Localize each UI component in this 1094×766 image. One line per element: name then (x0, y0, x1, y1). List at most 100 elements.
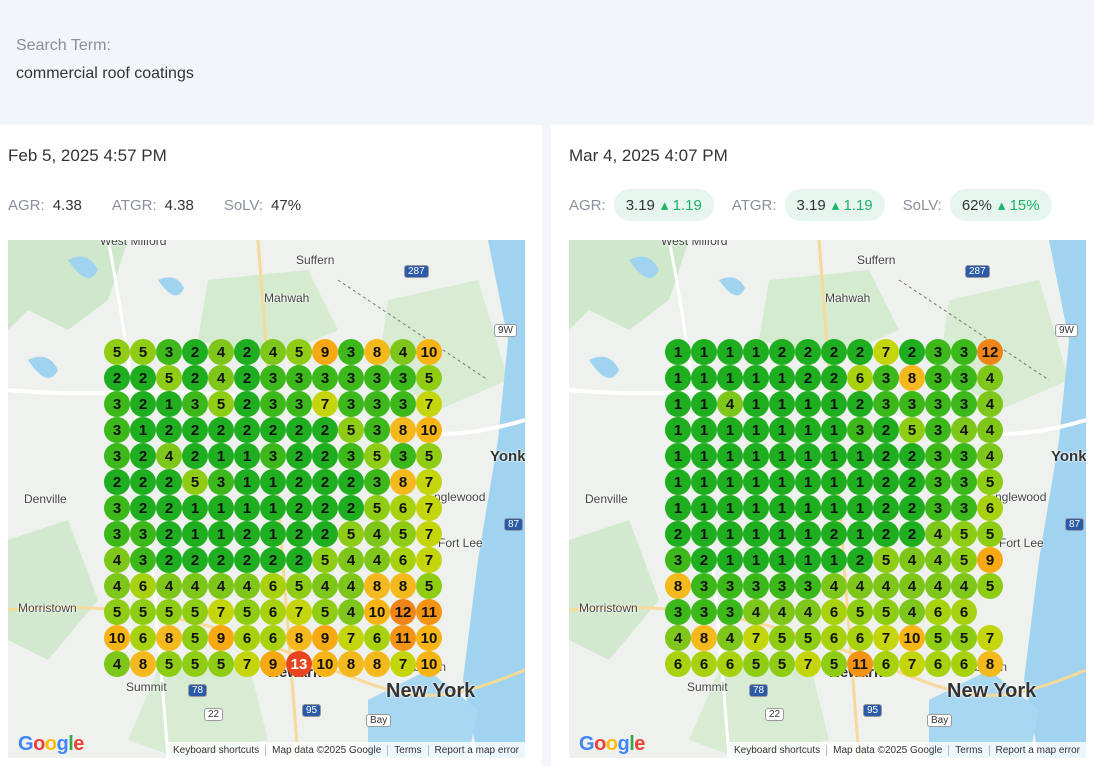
rank-marker[interactable]: 1 (665, 391, 691, 417)
terms-link[interactable]: Terms (387, 744, 427, 756)
rank-marker[interactable]: 3 (691, 599, 717, 625)
rank-marker[interactable]: 7 (416, 391, 442, 417)
rank-marker[interactable]: 1 (769, 391, 795, 417)
rank-marker[interactable]: 2 (899, 495, 925, 521)
rank-marker[interactable]: 3 (104, 521, 130, 547)
rank-marker[interactable]: 8 (390, 417, 416, 443)
rank-marker[interactable]: 4 (208, 365, 234, 391)
rank-marker[interactable]: 7 (899, 651, 925, 677)
rank-marker[interactable]: 1 (208, 521, 234, 547)
rank-marker[interactable]: 3 (338, 365, 364, 391)
rank-marker[interactable]: 2 (847, 391, 873, 417)
rank-marker[interactable]: 8 (899, 365, 925, 391)
rank-marker[interactable]: 3 (795, 573, 821, 599)
rank-marker[interactable]: 2 (234, 339, 260, 365)
rank-marker[interactable]: 2 (156, 417, 182, 443)
rank-marker[interactable]: 5 (130, 599, 156, 625)
rank-marker[interactable]: 5 (899, 417, 925, 443)
rank-marker[interactable]: 5 (977, 469, 1003, 495)
rank-marker[interactable]: 1 (743, 495, 769, 521)
rank-marker[interactable]: 5 (234, 599, 260, 625)
rank-marker[interactable]: 8 (691, 625, 717, 651)
rank-marker[interactable]: 2 (260, 417, 286, 443)
rank-marker[interactable]: 1 (743, 365, 769, 391)
rank-marker[interactable]: 3 (182, 391, 208, 417)
rank-marker[interactable]: 2 (260, 547, 286, 573)
rank-marker[interactable]: 8 (665, 573, 691, 599)
rank-marker[interactable]: 2 (234, 365, 260, 391)
rank-marker[interactable]: 2 (847, 339, 873, 365)
rank-marker[interactable]: 5 (364, 443, 390, 469)
rank-marker[interactable]: 10 (364, 599, 390, 625)
rank-marker[interactable]: 1 (691, 417, 717, 443)
rank-marker[interactable]: 1 (665, 443, 691, 469)
rank-marker[interactable]: 11 (390, 625, 416, 651)
rank-marker[interactable]: 5 (951, 547, 977, 573)
rank-marker[interactable]: 8 (156, 625, 182, 651)
rank-marker[interactable]: 4 (899, 547, 925, 573)
rank-marker[interactable]: 5 (208, 391, 234, 417)
rank-marker[interactable]: 1 (769, 547, 795, 573)
rank-marker[interactable]: 2 (208, 547, 234, 573)
rank-marker[interactable]: 4 (873, 573, 899, 599)
rank-marker[interactable]: 5 (182, 651, 208, 677)
keyboard-shortcuts-link[interactable]: Keyboard shortcuts (733, 744, 821, 756)
rank-marker[interactable]: 2 (104, 469, 130, 495)
rank-marker[interactable]: 9 (208, 625, 234, 651)
rank-marker[interactable]: 1 (743, 417, 769, 443)
rank-marker[interactable]: 8 (364, 339, 390, 365)
rank-marker[interactable]: 7 (234, 651, 260, 677)
rank-marker[interactable]: 2 (156, 469, 182, 495)
rank-marker[interactable]: 9 (977, 547, 1003, 573)
rank-marker[interactable]: 1 (182, 521, 208, 547)
rank-marker[interactable]: 2 (234, 391, 260, 417)
rank-marker[interactable]: 1 (743, 391, 769, 417)
rank-marker[interactable]: 2 (182, 339, 208, 365)
rank-marker[interactable]: 6 (925, 599, 951, 625)
rank-marker[interactable]: 5 (338, 521, 364, 547)
rank-marker[interactable]: 4 (951, 417, 977, 443)
rank-marker[interactable]: 4 (338, 547, 364, 573)
rank-marker[interactable]: 1 (847, 443, 873, 469)
rank-marker[interactable]: 5 (312, 599, 338, 625)
rank-marker[interactable]: 1 (769, 443, 795, 469)
rank-marker[interactable]: 5 (951, 521, 977, 547)
rank-marker[interactable]: 1 (795, 521, 821, 547)
rank-marker[interactable]: 3 (286, 365, 312, 391)
rank-marker[interactable]: 8 (130, 651, 156, 677)
rank-marker[interactable]: 3 (364, 391, 390, 417)
rank-marker[interactable]: 4 (364, 521, 390, 547)
rank-marker[interactable]: 3 (130, 547, 156, 573)
rank-marker[interactable]: 1 (743, 469, 769, 495)
rank-marker[interactable]: 4 (821, 573, 847, 599)
rank-marker[interactable]: 2 (286, 443, 312, 469)
rank-marker[interactable]: 6 (665, 651, 691, 677)
rank-marker[interactable]: 4 (977, 417, 1003, 443)
rank-marker[interactable]: 6 (130, 573, 156, 599)
rank-marker[interactable]: 11 (416, 599, 442, 625)
rank-marker[interactable]: 4 (182, 573, 208, 599)
rank-marker[interactable]: 2 (130, 443, 156, 469)
rank-marker[interactable]: 7 (416, 547, 442, 573)
rank-marker[interactable]: 2 (182, 443, 208, 469)
rank-marker[interactable]: 2 (182, 365, 208, 391)
rank-marker[interactable]: 3 (104, 391, 130, 417)
terms-link[interactable]: Terms (948, 744, 988, 756)
rank-marker[interactable]: 3 (925, 443, 951, 469)
rank-marker[interactable]: 6 (821, 625, 847, 651)
rank-marker[interactable]: 10 (899, 625, 925, 651)
rank-marker[interactable]: 1 (795, 391, 821, 417)
rank-marker[interactable]: 8 (338, 651, 364, 677)
rank-marker[interactable]: 2 (873, 469, 899, 495)
rank-marker[interactable]: 5 (847, 599, 873, 625)
rank-marker[interactable]: 2 (286, 495, 312, 521)
rank-marker[interactable]: 7 (795, 651, 821, 677)
rank-marker[interactable]: 4 (338, 573, 364, 599)
rank-marker[interactable]: 3 (260, 391, 286, 417)
rank-marker[interactable]: 6 (234, 625, 260, 651)
rank-marker[interactable]: 5 (286, 339, 312, 365)
rank-marker[interactable]: 3 (390, 391, 416, 417)
rank-marker[interactable]: 2 (873, 495, 899, 521)
rank-marker[interactable]: 3 (769, 573, 795, 599)
rank-marker[interactable]: 3 (717, 573, 743, 599)
